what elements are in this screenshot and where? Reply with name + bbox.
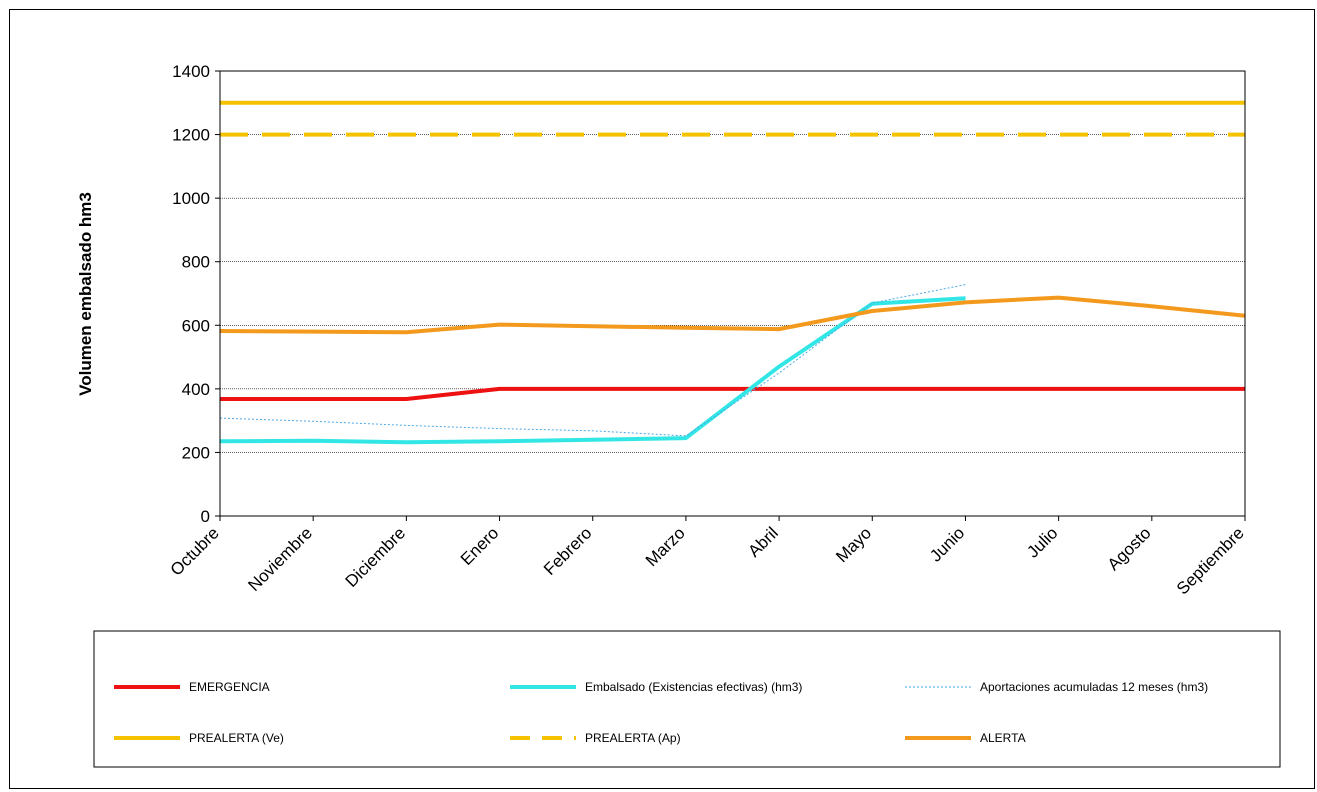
x-tick-label: Abril xyxy=(744,523,781,560)
x-tick-label: Septiembre xyxy=(1173,523,1248,598)
axes xyxy=(215,70,1246,521)
y-tick-label: 200 xyxy=(182,443,210,462)
series-line-2 xyxy=(219,296,966,445)
x-tick-label: Noviembre xyxy=(244,523,316,595)
legend-label: EMERGENCIA xyxy=(189,680,270,694)
plot-area-border xyxy=(219,70,1246,517)
y-tick-labels: 0 200 400 600 800 1000 1200 1400 xyxy=(172,62,210,526)
x-tick-label: Enero xyxy=(457,523,503,569)
x-tick-label: Junio xyxy=(926,523,968,565)
y-tick-label: 400 xyxy=(182,380,210,399)
x-tick-label: Julio xyxy=(1023,523,1061,561)
y-tick-label: 800 xyxy=(182,253,210,272)
legend-label: Embalsado (Existencias efectivas) (hm3) xyxy=(585,680,802,694)
legend: EMERGENCIA Embalsado (Existencias efectiv… xyxy=(114,680,1208,745)
x-tick-label: Marzo xyxy=(642,523,689,570)
legend-box xyxy=(93,630,1281,768)
x-tick-label: Febrero xyxy=(540,523,596,579)
legend-label: Aportaciones acumuladas 12 meses (hm3) xyxy=(980,680,1208,694)
y-tick-label: 1200 xyxy=(172,126,210,145)
y-tick-label: 1400 xyxy=(172,62,210,81)
legend-label: PREALERTA (Ve) xyxy=(189,731,284,745)
y-tick-label: 1000 xyxy=(172,189,210,208)
y-tick-label: 0 xyxy=(201,507,210,526)
legend-label: PREALERTA (Ap) xyxy=(585,731,681,745)
x-tick-label: Diciembre xyxy=(342,523,410,591)
x-tick-labels: Octubre Noviembre Diciembre Enero Febrero Mar… xyxy=(167,523,1248,598)
series-line-1 xyxy=(220,386,1245,401)
series-lines xyxy=(219,100,1246,445)
series-line-6 xyxy=(219,295,1246,335)
y-axis-label: Volumen embalsado hm3 xyxy=(76,192,95,396)
x-tick-label: Mayo xyxy=(832,523,875,566)
series-line-3 xyxy=(219,284,966,437)
x-tick-label: Octubre xyxy=(167,523,223,579)
y-tick-label: 600 xyxy=(182,316,210,335)
x-tick-label: Agosto xyxy=(1104,523,1155,574)
legend-label: ALERTA xyxy=(980,731,1026,745)
